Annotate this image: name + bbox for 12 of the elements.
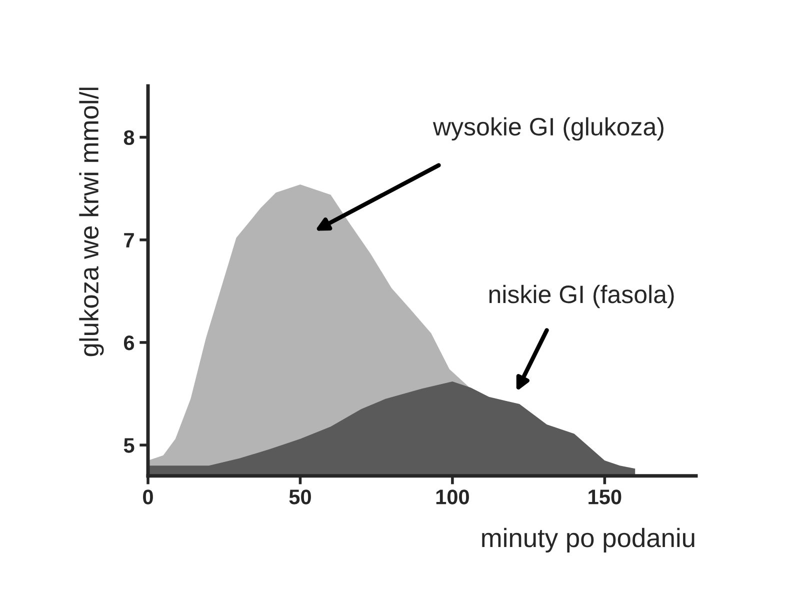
- y-tick-label: 8: [124, 130, 134, 146]
- annotation: wysokie GI (glukoza): [432, 117, 664, 141]
- y-tick-label: 5: [124, 438, 134, 453]
- x-tick-label: 150: [588, 490, 622, 504]
- y-tick-label: 7: [124, 233, 134, 248]
- x-tick-label: 100: [436, 490, 469, 504]
- annotation: niskie GI (fasola): [489, 284, 674, 308]
- y-tick-label: 6: [124, 335, 134, 350]
- y-axis-title: glukoza we krwi mmol/l: [79, 88, 104, 356]
- x-tick-label: 0: [143, 490, 153, 504]
- x-tick-label: 50: [289, 490, 311, 504]
- x-axis-title: minuty po podaniu: [482, 528, 694, 553]
